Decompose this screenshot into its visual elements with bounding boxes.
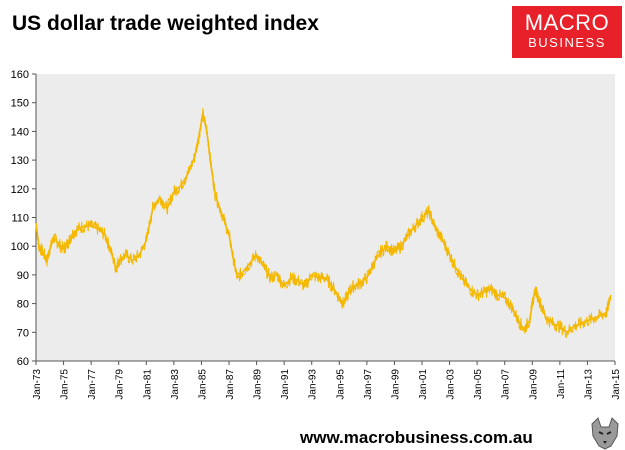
- y-tick-label: 120: [11, 184, 29, 196]
- series-line-texture: [35, 107, 612, 339]
- x-tick-label: Jan-77: [87, 369, 98, 400]
- y-tick-label: 60: [17, 356, 29, 368]
- y-tick-label: 110: [11, 213, 29, 225]
- x-tick-label: Jan-81: [142, 369, 153, 400]
- website-url: www.macrobusiness.com.au: [300, 428, 533, 447]
- y-tick-label: 130: [11, 155, 29, 167]
- wolf-logo-icon: [588, 416, 622, 450]
- x-tick-label: Jan-79: [115, 369, 126, 400]
- x-tick-label: Jan-73: [32, 369, 43, 400]
- page-title: US dollar trade weighted index: [12, 12, 319, 35]
- x-tick-label: Jan-07: [501, 369, 512, 400]
- x-tick-label: Jan-87: [225, 369, 236, 400]
- y-tick-label: 90: [17, 270, 29, 282]
- x-tick-label: Jan-11: [556, 369, 567, 399]
- x-tick-label: Jan-05: [473, 369, 484, 400]
- plot-area: [36, 74, 615, 361]
- y-tick-label: 80: [17, 299, 29, 311]
- x-tick-label: Jan-99: [390, 369, 401, 400]
- x-tick-label: Jan-03: [446, 369, 457, 400]
- x-tick-label: Jan-83: [170, 369, 181, 400]
- x-tick-label: Jan-13: [583, 369, 594, 400]
- y-tick-label: 160: [11, 69, 29, 81]
- macrobusiness-logo: MACRO BUSINESS: [512, 6, 622, 58]
- x-tick-label: Jan-93: [308, 369, 319, 400]
- x-tick-label: Jan-89: [253, 369, 264, 400]
- x-tick-label: Jan-09: [528, 369, 539, 400]
- x-tick-label: Jan-91: [280, 369, 291, 400]
- x-tick-label: Jan-15: [611, 369, 622, 400]
- y-tick-label: 150: [11, 98, 29, 110]
- x-tick-label: Jan-85: [197, 369, 208, 400]
- logo-text-macro: MACRO: [524, 10, 610, 35]
- logo-text-business: BUSINESS: [528, 35, 606, 50]
- x-tick-label: Jan-01: [418, 369, 429, 400]
- x-tick-label: Jan-97: [363, 369, 374, 400]
- y-tick-label: 100: [11, 241, 29, 253]
- y-tick-label: 70: [17, 327, 29, 339]
- x-tick-label: Jan-95: [335, 369, 346, 400]
- x-tick-label: Jan-75: [60, 369, 71, 400]
- y-tick-label: 140: [11, 126, 29, 138]
